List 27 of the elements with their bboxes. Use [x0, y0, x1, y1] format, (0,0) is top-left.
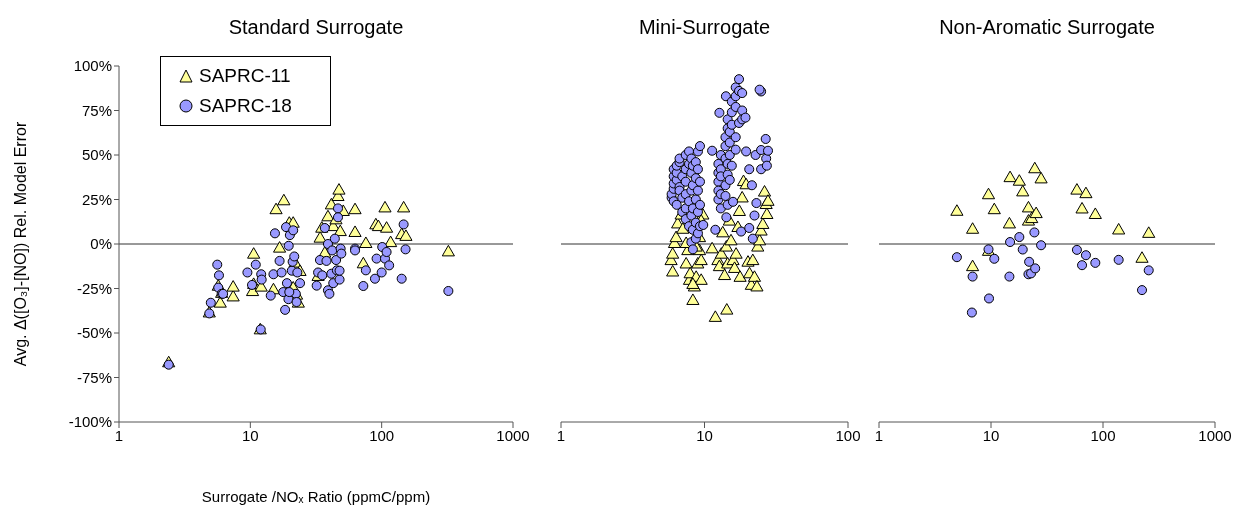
x-tick-label: 1 — [874, 426, 884, 444]
x-tick-label: 1 — [114, 426, 124, 444]
x-tick-label: 100 — [1090, 426, 1116, 444]
y-tick-label: 100% — [73, 57, 112, 75]
y-tick-label: -100% — [68, 413, 112, 431]
x-axis-title: Surrogate /NOₓ Ratio (ppmC/ppm) — [201, 488, 431, 505]
x-tick-label: 100 — [835, 426, 861, 444]
x-tick-label: 10 — [696, 426, 713, 444]
x-tick-label: 100 — [369, 426, 395, 444]
x-tick-label: 10 — [982, 426, 1000, 444]
y-tick-label: -75% — [76, 368, 112, 386]
y-tick-label: 25% — [81, 190, 112, 208]
legend-label: SAPRC-11 — [199, 64, 291, 88]
chart-title: Mini-Surrogate — [637, 16, 772, 39]
y-axis-title: Avg. Δ([O₃]-[NO]) Rel. Model Error — [11, 121, 29, 367]
x-tick-label: 1000 — [496, 426, 530, 444]
y-tick-label: -50% — [76, 324, 112, 342]
y-tick-label: 75% — [81, 101, 112, 119]
y-tick-label: 50% — [81, 146, 112, 164]
y-tick-label: -25% — [76, 279, 112, 297]
x-tick-label: 10 — [241, 426, 259, 444]
chart-title: Non-Aromatic Surrogate — [938, 16, 1156, 39]
x-tick-label: 1 — [556, 426, 566, 444]
chart-title: Standard Surrogate — [227, 16, 405, 39]
x-tick-label: 1000 — [1198, 426, 1232, 444]
legend-label: SAPRC-18 — [199, 94, 292, 118]
y-tick-label: 0% — [90, 235, 112, 253]
